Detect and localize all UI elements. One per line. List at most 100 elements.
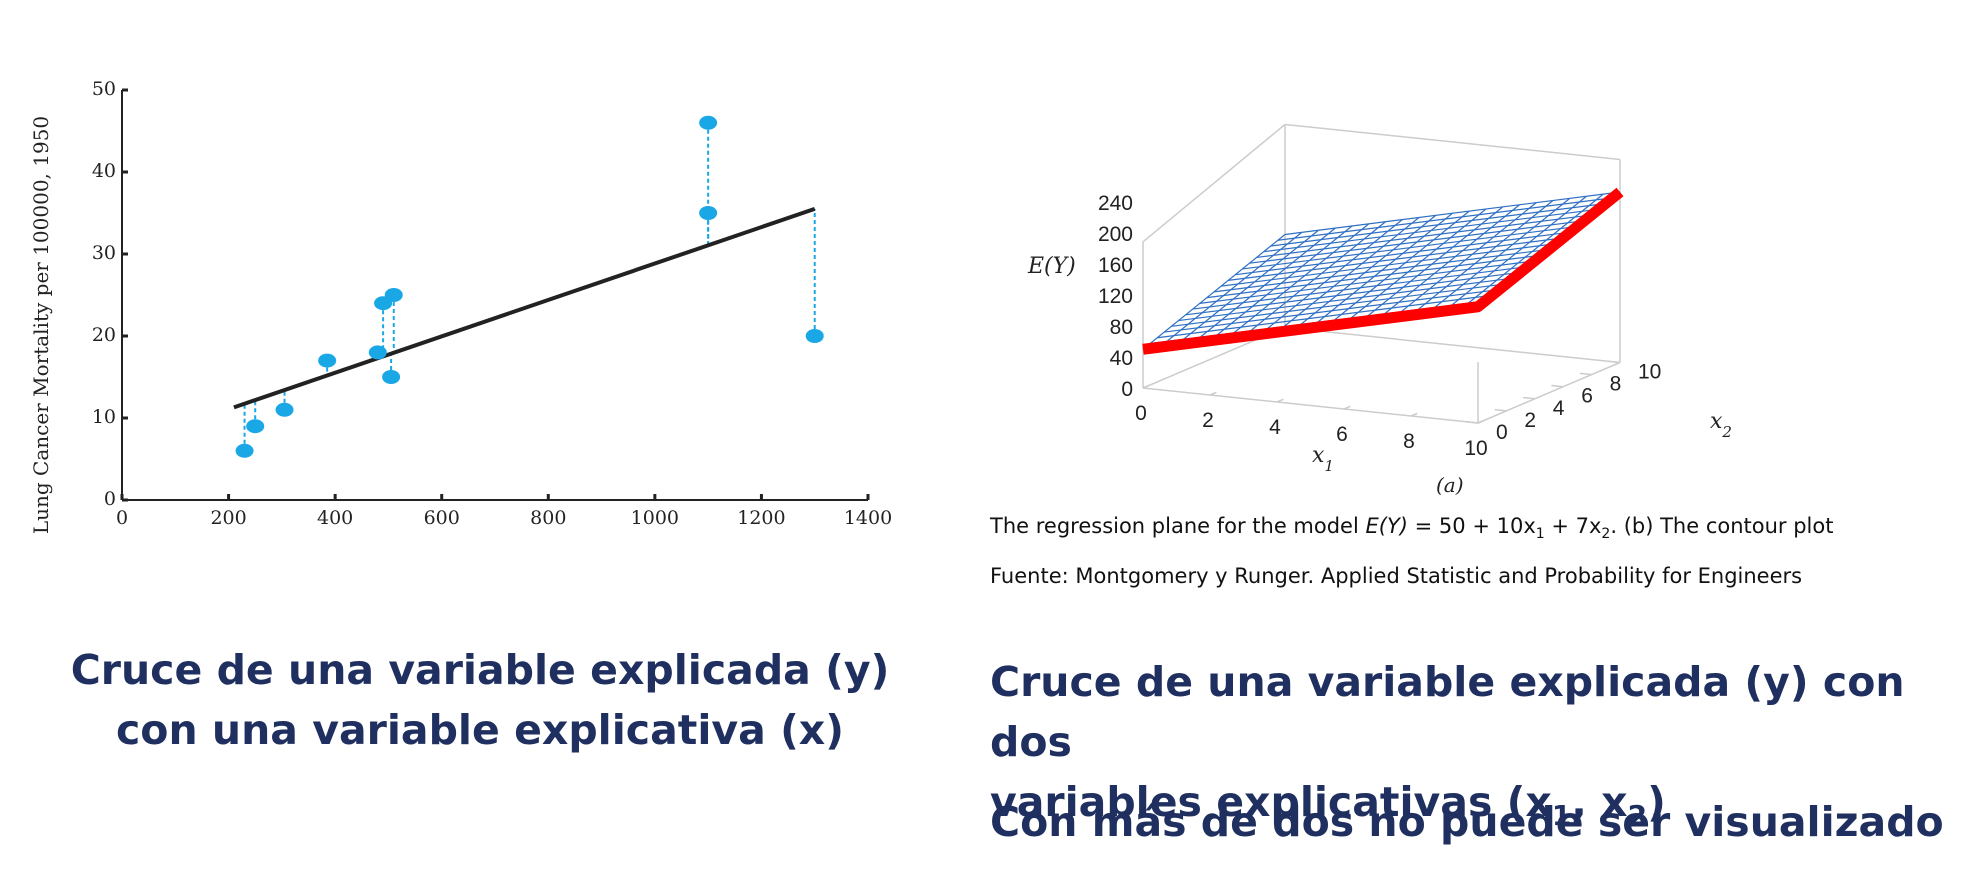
x-tick-label: 200	[210, 507, 246, 529]
caption-sub2: 2	[1601, 526, 1611, 543]
plane-sublabel: (a)	[1436, 473, 1464, 497]
box-bottom-right	[1477, 361, 1621, 424]
right-heading-line1: Cruce de una variable explicada (y) con …	[990, 658, 1905, 766]
x1-tick-label: 2	[1202, 409, 1214, 432]
left-heading: Cruce de una variable explicada (y) con …	[0, 640, 960, 760]
x-tick-label: 1200	[737, 507, 785, 529]
z-tick-label: 200	[1098, 223, 1133, 246]
mesh-line-x1	[1326, 210, 1470, 327]
x2-tick-label: 2	[1524, 409, 1536, 432]
x-tick-label: 1400	[844, 507, 892, 529]
z-tick-label: 160	[1098, 254, 1133, 277]
x2-tick-label: 10	[1638, 361, 1661, 384]
x2-tick	[1494, 408, 1507, 412]
box-bottom-back	[1284, 326, 1621, 364]
mesh-line-x2	[1263, 208, 1599, 253]
data-point	[384, 288, 403, 302]
box-bottom-front	[1142, 387, 1479, 424]
x2-tick	[1551, 384, 1564, 388]
x-tick-label: 1000	[631, 507, 679, 529]
rh2-sub1: 1	[1551, 799, 1572, 833]
scatter-y-axis-label: Lung Cancer Mortality per 100000, 1950	[29, 116, 53, 534]
mesh-line-x1	[1410, 200, 1554, 316]
rh2-a: variables explicativas (x	[990, 778, 1552, 826]
x2-tick	[1522, 396, 1535, 400]
z-tick-label: 0	[1121, 378, 1133, 401]
x2-tick	[1466, 421, 1479, 424]
x1-tick-label: 4	[1269, 416, 1281, 439]
mesh-line-x1	[1444, 195, 1587, 312]
y-tick-label: 30	[92, 242, 116, 264]
x1-tick	[1477, 419, 1485, 424]
z-tick-label: 120	[1098, 285, 1133, 308]
scatter-chart: 0 200 400 600 800 1000 1200 1400 0 10 20 30 40 50 Lun…	[29, 78, 892, 534]
left-heading-line1: Cruce de una variable explicada (y)	[70, 646, 890, 694]
x2-tick	[1608, 360, 1621, 364]
mesh-line-x1	[1460, 193, 1604, 310]
data-point	[699, 115, 718, 130]
x-tick-label: 600	[424, 507, 460, 529]
x2-tick-label: 6	[1581, 385, 1593, 408]
mesh-line-x1	[1427, 197, 1571, 314]
x1-tick-label: 10	[1464, 437, 1487, 460]
mesh-line-x1	[1343, 208, 1487, 325]
y-tick-label: 10	[92, 406, 116, 428]
mesh-line-x2	[1284, 191, 1621, 236]
y-tick-label: 20	[92, 324, 116, 346]
scatter-axes: 0 200 400 600 800 1000 1200 1400 0 10 20 30 40 50	[92, 78, 892, 529]
x1-tick	[1410, 412, 1418, 417]
residual-lines	[243, 122, 816, 451]
x2-tick	[1579, 372, 1592, 376]
box-top-left	[1142, 123, 1286, 243]
z-tick-label: 240	[1098, 192, 1133, 215]
rh2-b: , x	[1571, 778, 1628, 826]
x1-tick-label: 0	[1135, 402, 1147, 425]
x-tick-label: 0	[116, 507, 128, 529]
box-top-back	[1284, 123, 1621, 161]
data-point	[699, 206, 718, 220]
rh2-sub2: 2	[1627, 799, 1648, 833]
mesh-line-x2	[1256, 214, 1592, 259]
mesh-line-x2	[1249, 220, 1585, 264]
mesh-line-x2	[1235, 231, 1571, 276]
rh2-c: )	[1647, 778, 1666, 826]
right-heading: Cruce de una variable explicada (y) con …	[990, 652, 1950, 846]
x1-tick-label: 6	[1336, 423, 1348, 446]
highlight-edge	[1142, 187, 1624, 355]
x1-tick	[1209, 391, 1217, 396]
z-tick-label: 80	[1110, 316, 1133, 339]
data-points	[235, 115, 824, 458]
y-tick-label: 40	[92, 160, 116, 182]
mesh-line-x1	[1377, 204, 1520, 320]
x1-tick	[1343, 405, 1351, 410]
x1-tick	[1142, 384, 1150, 389]
mesh-line-x2	[1228, 237, 1564, 281]
x2-tick-label: 4	[1553, 397, 1565, 420]
mesh-line-x1	[1360, 206, 1504, 323]
right-heading-line3: Con más de dos no puede ser visualizado	[990, 798, 1944, 846]
mesh-line-x2	[1213, 248, 1550, 293]
plane-x1-axis-label: x1	[1312, 443, 1334, 475]
data-point	[382, 370, 401, 384]
caption-text-c: + 7x	[1544, 514, 1602, 538]
x-tick-label: 400	[317, 507, 353, 529]
plane-bounding-box	[1142, 123, 1621, 424]
data-point	[368, 345, 387, 360]
mesh-line-x1	[1393, 202, 1537, 318]
x1-tick	[1276, 398, 1284, 403]
right-heading-line2: variables explicativas (x1, x2)	[990, 772, 1950, 846]
y-tick-label: 50	[92, 78, 116, 100]
mesh-line-x2	[1270, 202, 1606, 247]
plane-mesh	[1142, 191, 1621, 350]
mesh-line-x2	[1221, 243, 1557, 287]
caption-ey: E(Y)	[1365, 514, 1408, 538]
y-tick-label: 0	[104, 488, 116, 510]
figure-source: Fuente: Montgomery y Runger. Applied Sta…	[990, 564, 1803, 588]
regression-line-group	[233, 207, 816, 410]
caption-text-d: . (b) The contour plot	[1610, 514, 1834, 538]
z-tick-label: 40	[1110, 347, 1133, 370]
figure-caption: The regression plane for the model E(Y) …	[990, 514, 1833, 542]
caption-sub1: 1	[1535, 526, 1545, 543]
